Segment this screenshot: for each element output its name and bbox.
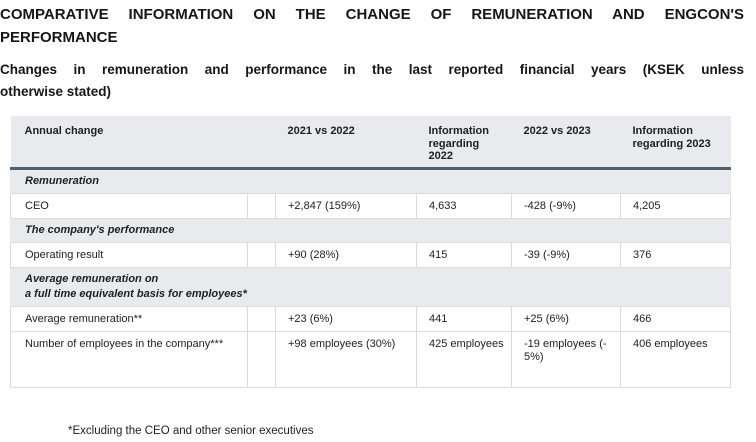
spacer-cell (247, 241, 276, 268)
cell-2022-vs-2023: -19 employees (-5%) (511, 330, 621, 388)
section-row-average-remuneration: Average remuneration on a full time equi… (10, 267, 731, 306)
cell-2021-vs-2022: +98 employees (30%) (275, 330, 417, 388)
cell-2022-vs-2023: -428 (-9%) (511, 192, 621, 219)
cell-2021-vs-2022: +2,847 (159%) (275, 192, 417, 219)
spacer-cell (247, 305, 276, 332)
section-subtitle: Changes in remuneration and performance … (0, 59, 744, 103)
row-label: Number of employees in the company*** (10, 330, 248, 388)
column-header-info-2023: Information regarding 2023 (620, 116, 731, 170)
cell-2021-vs-2022: +90 (28%) (275, 241, 417, 268)
table-header-row: Annual change 2021 vs 2022 Information r… (10, 116, 731, 170)
cell-info-2022: 441 (416, 305, 512, 332)
section-label: Average remuneration on a full time equi… (10, 267, 731, 306)
footnotes: *Excluding the CEO and other senior exec… (68, 422, 756, 442)
section-subtitle-line1: Changes in remuneration and performance … (0, 62, 744, 77)
table-row-operating-result: Operating result +90 (28%) 415 -39 (-9%)… (10, 241, 731, 268)
column-header-info-2022: Information regarding 2022 (416, 116, 512, 170)
row-label: Operating result (10, 241, 248, 268)
section-row-company-performance: The company's performance (10, 218, 731, 242)
page-title: COMPARATIVE INFORMATION ON THE CHANGE OF… (0, 3, 744, 49)
cell-info-2023: 406 employees (620, 330, 731, 388)
cell-2022-vs-2023: -39 (-9%) (511, 241, 621, 268)
cell-info-2023: 4,205 (620, 192, 731, 219)
cell-2022-vs-2023: +25 (6%) (511, 305, 621, 332)
row-label: Average remuneration** (10, 305, 248, 332)
table-row-number-of-employees: Number of employees in the company*** +9… (10, 330, 731, 388)
cell-2021-vs-2022: +23 (6%) (275, 305, 417, 332)
column-header-annual-change: Annual change (10, 116, 248, 170)
column-header-spacer (247, 116, 276, 170)
remuneration-table: Annual change 2021 vs 2022 Information r… (10, 116, 731, 388)
section-subtitle-line2: otherwise stated) (0, 84, 112, 99)
table-row-average-remuneration: Average remuneration** +23 (6%) 441 +25 … (10, 305, 731, 332)
table-row-ceo: CEO +2,847 (159%) 4,633 -428 (-9%) 4,205 (10, 192, 731, 219)
cell-info-2022: 425 employees (416, 330, 512, 388)
cell-info-2023: 466 (620, 305, 731, 332)
column-header-2021-vs-2022: 2021 vs 2022 (275, 116, 417, 170)
section-label: The company's performance (10, 218, 731, 242)
section-row-remuneration: Remuneration (10, 168, 731, 193)
row-label: CEO (10, 192, 248, 219)
spacer-cell (247, 192, 276, 219)
page-title-line1: COMPARATIVE INFORMATION ON THE CHANGE OF… (0, 6, 744, 23)
section-label: Remuneration (10, 168, 731, 193)
footnote-1: *Excluding the CEO and other senior exec… (68, 424, 314, 437)
cell-info-2022: 4,633 (416, 192, 512, 219)
page-title-line2: PERFORMANCE (0, 29, 118, 46)
cell-info-2023: 376 (620, 241, 731, 268)
cell-info-2022: 415 (416, 241, 512, 268)
spacer-cell (247, 330, 276, 388)
column-header-2022-vs-2023: 2022 vs 2023 (511, 116, 621, 170)
